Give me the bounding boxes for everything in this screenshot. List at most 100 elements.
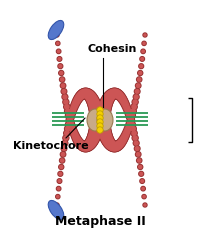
- Circle shape: [80, 88, 90, 98]
- Circle shape: [69, 107, 76, 114]
- Circle shape: [124, 129, 130, 135]
- Circle shape: [68, 114, 73, 120]
- Circle shape: [57, 57, 62, 61]
- Circle shape: [89, 130, 100, 141]
- Circle shape: [79, 90, 86, 98]
- Circle shape: [115, 141, 122, 149]
- Circle shape: [81, 143, 89, 151]
- Circle shape: [100, 131, 112, 143]
- Circle shape: [112, 89, 122, 99]
- Circle shape: [101, 96, 113, 108]
- Circle shape: [115, 91, 122, 99]
- Circle shape: [130, 126, 136, 132]
- Circle shape: [67, 118, 72, 123]
- Circle shape: [57, 179, 62, 183]
- Circle shape: [127, 116, 134, 123]
- Circle shape: [72, 99, 80, 107]
- Circle shape: [142, 195, 146, 199]
- Circle shape: [102, 135, 114, 147]
- Circle shape: [110, 142, 118, 151]
- Circle shape: [59, 65, 62, 68]
- Circle shape: [117, 140, 124, 147]
- Circle shape: [121, 99, 129, 107]
- Circle shape: [102, 133, 112, 144]
- Circle shape: [66, 113, 71, 118]
- Circle shape: [84, 90, 96, 102]
- Circle shape: [117, 94, 126, 102]
- Circle shape: [143, 203, 147, 207]
- Circle shape: [86, 138, 95, 148]
- Circle shape: [97, 105, 110, 118]
- Circle shape: [87, 132, 100, 144]
- Circle shape: [112, 90, 120, 97]
- Circle shape: [122, 134, 128, 140]
- Circle shape: [106, 140, 117, 151]
- Circle shape: [79, 89, 89, 98]
- Circle shape: [98, 104, 110, 115]
- Circle shape: [140, 65, 143, 68]
- Circle shape: [107, 141, 118, 151]
- Circle shape: [113, 141, 123, 150]
- Circle shape: [111, 143, 119, 151]
- Circle shape: [67, 114, 74, 121]
- Circle shape: [102, 95, 112, 106]
- Circle shape: [114, 140, 123, 150]
- Circle shape: [130, 113, 134, 118]
- Circle shape: [85, 136, 97, 148]
- Circle shape: [64, 136, 68, 140]
- Circle shape: [70, 128, 78, 136]
- Circle shape: [81, 88, 91, 99]
- Circle shape: [99, 98, 112, 111]
- Circle shape: [61, 153, 65, 156]
- Circle shape: [111, 142, 121, 151]
- Circle shape: [139, 165, 142, 168]
- Circle shape: [138, 78, 141, 81]
- Circle shape: [55, 203, 59, 207]
- Circle shape: [74, 98, 80, 104]
- Circle shape: [141, 186, 145, 191]
- Circle shape: [104, 137, 114, 147]
- Circle shape: [100, 101, 110, 112]
- Circle shape: [72, 133, 80, 141]
- Circle shape: [60, 83, 66, 88]
- Circle shape: [97, 119, 109, 131]
- Circle shape: [101, 98, 111, 108]
- Circle shape: [60, 72, 63, 75]
- Circle shape: [114, 142, 122, 150]
- Circle shape: [90, 125, 102, 136]
- Circle shape: [85, 137, 96, 149]
- Circle shape: [62, 90, 66, 93]
- Circle shape: [76, 91, 85, 100]
- Circle shape: [64, 100, 68, 104]
- Circle shape: [82, 141, 93, 151]
- Circle shape: [97, 115, 103, 121]
- Circle shape: [60, 158, 65, 163]
- Circle shape: [142, 50, 144, 53]
- Circle shape: [77, 140, 86, 150]
- Circle shape: [65, 105, 69, 109]
- Circle shape: [89, 101, 100, 112]
- Circle shape: [60, 165, 63, 168]
- Circle shape: [106, 91, 116, 100]
- Circle shape: [140, 172, 143, 175]
- Circle shape: [101, 94, 113, 107]
- Circle shape: [65, 112, 72, 119]
- Circle shape: [85, 139, 95, 149]
- Circle shape: [111, 89, 119, 97]
- Circle shape: [99, 100, 112, 113]
- Circle shape: [116, 139, 125, 148]
- Circle shape: [73, 97, 81, 106]
- Circle shape: [98, 126, 111, 139]
- Circle shape: [84, 138, 96, 150]
- Circle shape: [85, 140, 94, 149]
- Circle shape: [104, 93, 114, 103]
- Circle shape: [103, 136, 113, 146]
- Circle shape: [113, 90, 121, 98]
- Circle shape: [78, 91, 85, 99]
- Circle shape: [86, 92, 95, 102]
- Circle shape: [73, 134, 79, 140]
- Circle shape: [87, 94, 99, 107]
- Circle shape: [116, 92, 123, 99]
- Circle shape: [69, 126, 76, 133]
- Circle shape: [105, 139, 117, 150]
